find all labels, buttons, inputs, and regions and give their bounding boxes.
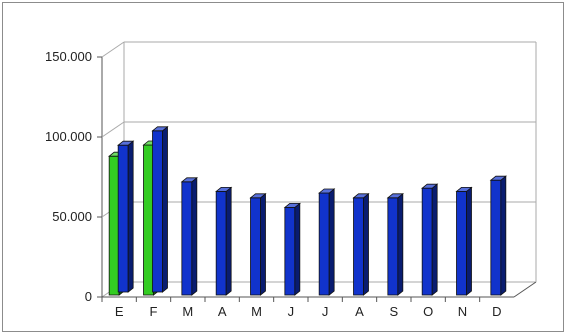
bar-layer [108,125,507,296]
bar [249,192,267,296]
y-tick-label: 150.000 [45,49,92,64]
bar [180,176,198,296]
x-tick-label: D [492,304,501,319]
bar [386,192,404,296]
x-tick-label: J [322,304,329,319]
bar [352,192,370,296]
y-tick-label: 100.000 [45,129,92,144]
bar [489,175,507,296]
bar [215,186,233,296]
label-layer: 0 50.000 100.000 150.000 E F M A M J J A S O N D [45,49,502,319]
x-tick-label: O [423,304,433,319]
x-tick-label: F [150,304,158,319]
bar [117,140,135,293]
x-tick-label: E [115,304,124,319]
y-tick-label: 0 [85,289,92,304]
bar [151,125,169,293]
x-tick-label: M [182,304,193,319]
bar [283,202,301,296]
x-tick-label: J [288,304,295,319]
x-tick-label: N [458,304,467,319]
x-tick-label: A [218,304,227,319]
bar [318,188,336,296]
y-tick-label: 50.000 [52,209,92,224]
x-tick-label: A [355,304,364,319]
bar [421,183,439,296]
x-tick-label: M [251,304,262,319]
x-tick-label: S [389,304,398,319]
bar [455,186,473,296]
